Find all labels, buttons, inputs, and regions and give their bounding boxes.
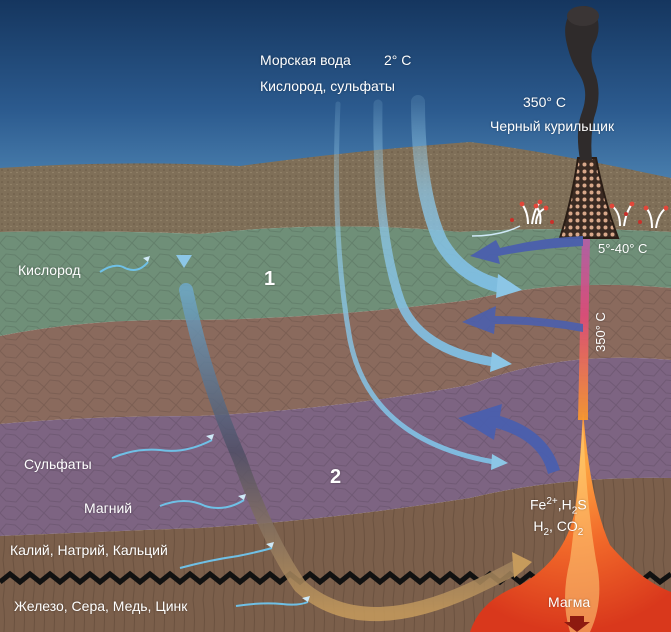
sulfates-label: Сульфаты bbox=[24, 456, 92, 472]
smoke-plume bbox=[565, 6, 599, 160]
channel-temp-label: 350° C bbox=[593, 312, 608, 352]
zone-1-marker: 1 bbox=[264, 268, 276, 290]
smoker-temp-label: 350° C bbox=[523, 94, 566, 110]
inflow-arrows bbox=[181, 95, 507, 465]
seawater-temp-label: 2° C bbox=[384, 52, 412, 68]
deep-circulation-arrow bbox=[179, 283, 525, 621]
chemistry-label: Fe2+,H2S H2, CO2 bbox=[530, 496, 587, 539]
smoker-name-label: Черный курильщик bbox=[490, 118, 615, 134]
leach-arrows bbox=[99, 261, 309, 607]
potassium-sodium-calcium-label: Калий, Натрий, Кальций bbox=[10, 542, 168, 558]
magma-down-arrow bbox=[564, 616, 590, 632]
zone-2-marker: 2 bbox=[330, 466, 342, 488]
iron-sulfur-copper-zinc-label: Железо, Сера, Медь, Цинк bbox=[14, 598, 188, 614]
outflow-arrows bbox=[458, 236, 583, 474]
chemistry-line-1: Fe2+,H2S bbox=[530, 496, 587, 517]
magma-body bbox=[470, 410, 671, 632]
vent-temp-label: 5°-40° C bbox=[598, 241, 648, 256]
magma-label: Магма bbox=[548, 594, 591, 610]
oxygen-label: Кислород bbox=[18, 262, 81, 278]
oxygen-sulfates-label: Кислород, сульфаты bbox=[260, 78, 395, 94]
chemistry-line-2: H2, CO2 bbox=[533, 517, 584, 538]
magnesium-label: Магний bbox=[84, 500, 133, 516]
seawater-label: Морская вода bbox=[260, 52, 351, 68]
chimney-body bbox=[558, 157, 620, 239]
